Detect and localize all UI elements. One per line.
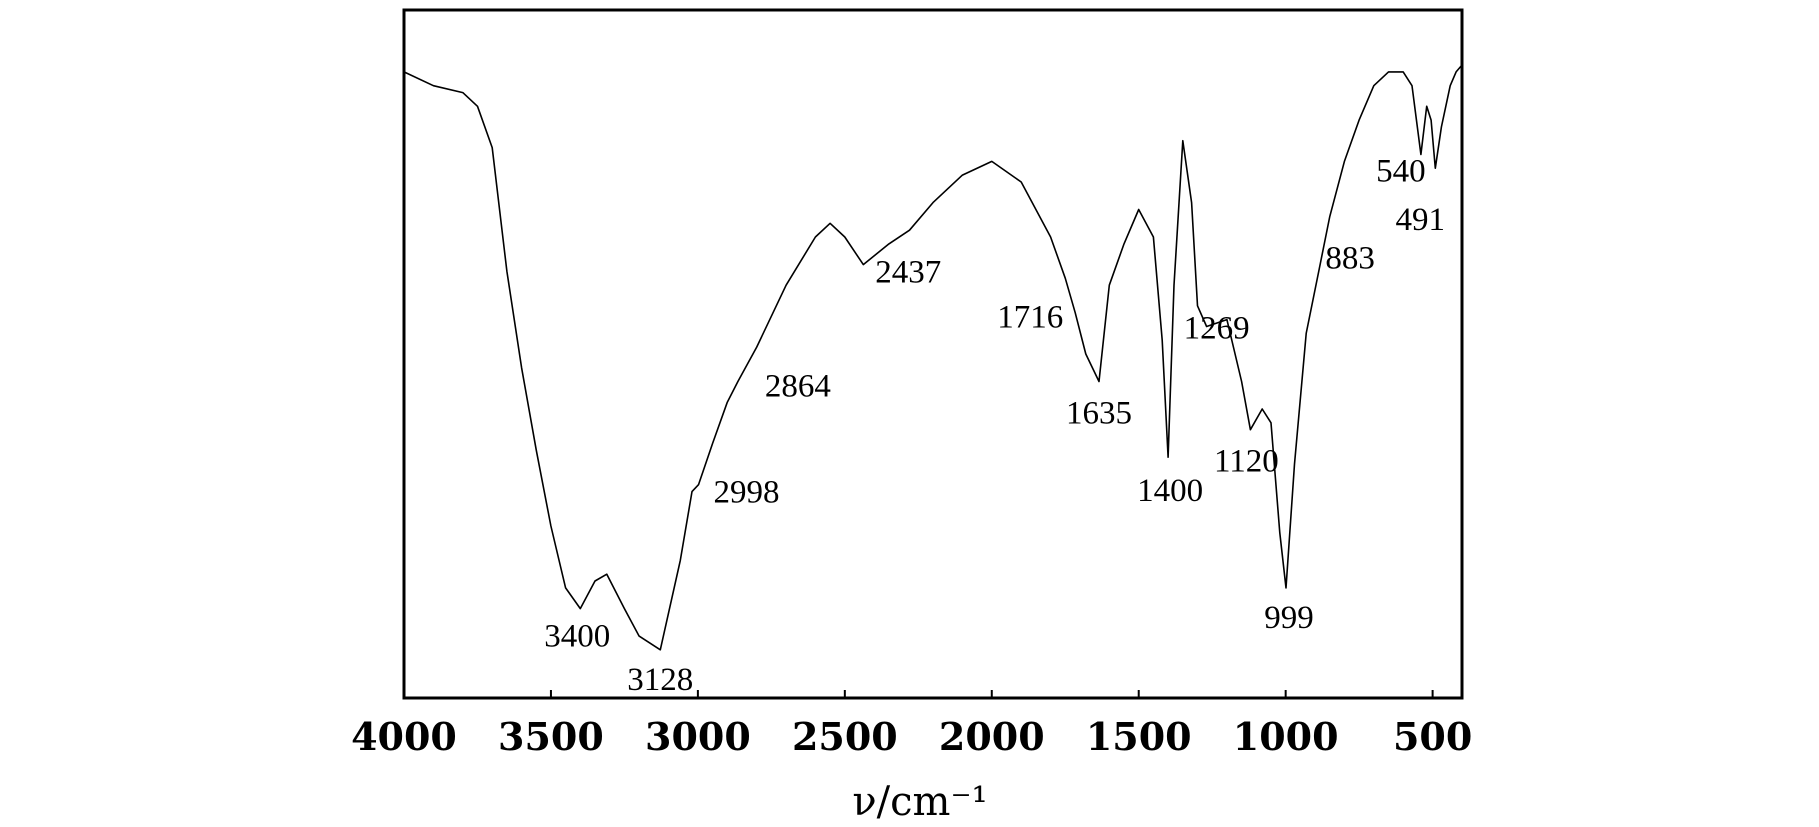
peak-label-1400: 1400 <box>1137 473 1203 509</box>
x-tick-label: 1500 <box>1086 714 1192 759</box>
x-tick-labels: 4000 3500 3000 2500 2000 1500 1000 500 <box>351 714 1472 759</box>
x-tick-label: 2000 <box>939 714 1045 759</box>
peak-label-3400: 3400 <box>544 619 610 655</box>
peak-label-1716: 1716 <box>997 300 1063 336</box>
peak-label-1120: 1120 <box>1214 444 1279 480</box>
peak-label-2864: 2864 <box>765 369 831 405</box>
peak-label-2998: 2998 <box>714 475 780 511</box>
peak-label-491: 491 <box>1396 202 1446 238</box>
x-tick-label: 500 <box>1393 714 1472 759</box>
x-tick-label: 3500 <box>498 714 604 759</box>
spectrum-line <box>403 64 1463 651</box>
x-axis-label: ν/cm⁻¹ <box>852 779 987 825</box>
x-tick-label: 1000 <box>1233 714 1339 759</box>
peak-label-1635: 1635 <box>1066 396 1132 432</box>
x-ticks <box>403 690 1434 698</box>
peak-label-999: 999 <box>1264 600 1314 636</box>
x-tick-label: 3000 <box>645 714 751 759</box>
x-tick-label: 4000 <box>351 714 457 759</box>
x-tick-label: 2500 <box>792 714 898 759</box>
peak-label-1269: 1269 <box>1184 311 1250 347</box>
peak-label-2437: 2437 <box>875 255 941 291</box>
peak-label-540: 540 <box>1376 154 1426 190</box>
peak-label-3128: 3128 <box>627 662 693 698</box>
plot-frame <box>402 8 1464 700</box>
peak-labels: 3400 3128 2998 2864 2437 1716 1635 1400 1269 1120… <box>544 154 1445 698</box>
peak-label-883: 883 <box>1325 241 1375 277</box>
